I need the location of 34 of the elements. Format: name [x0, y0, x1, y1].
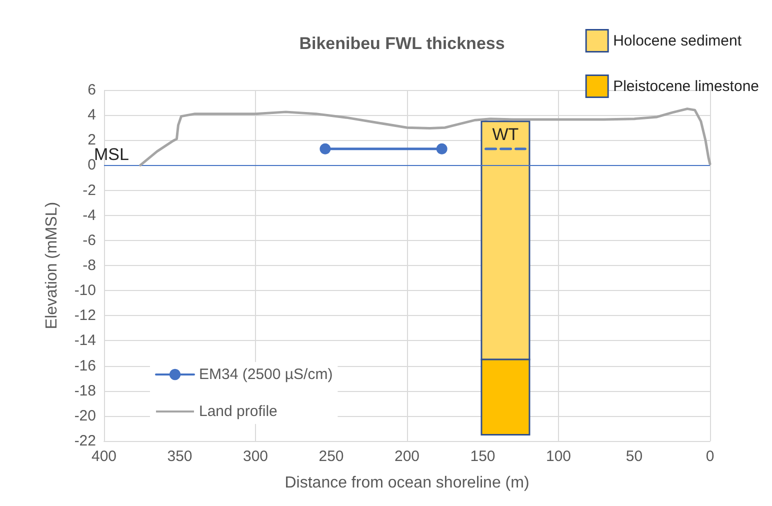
y-tick-label: -22	[74, 432, 96, 450]
legend-label: EM34 (2500 µS/cm)	[199, 366, 333, 383]
y-axis-title: Elevation (mMSL)	[44, 202, 60, 330]
y-tick-label: -18	[74, 382, 96, 400]
x-tick-label: 50	[626, 448, 643, 465]
x-tick-label: 0	[706, 448, 714, 465]
y-tick-label: -20	[74, 407, 96, 424]
y-tick-label: 2	[88, 132, 96, 149]
x-tick-label: 350	[167, 448, 192, 465]
y-tick-label: -14	[74, 332, 96, 350]
x-tick-label: 200	[394, 448, 420, 465]
y-tick-label: -2	[82, 182, 96, 199]
legend-label: Holocene sediment	[613, 32, 742, 50]
line-series	[139, 108, 712, 166]
legend-label: Land profile	[199, 403, 278, 420]
x-axis-title: Distance from ocean shoreline (m)	[284, 474, 530, 492]
y-tick-label: -8	[82, 257, 96, 274]
ref-line-label: MSL	[94, 145, 129, 164]
y-tick-label: -4	[82, 206, 96, 224]
chart-title: Bikenibeu FWL thickness	[299, 34, 505, 53]
x-tick-label: 400	[91, 448, 117, 465]
y-tick-label: 0	[88, 156, 96, 174]
y-tick-label: 4	[88, 106, 96, 124]
y-tick-label: -16	[74, 357, 96, 374]
series-label: WT	[492, 124, 519, 144]
x-tick-label: 300	[242, 448, 268, 465]
y-tick-label: -10	[74, 282, 96, 300]
x-tick-label: 100	[546, 448, 572, 465]
x-tick-label: 150	[470, 448, 496, 465]
legend-label: Pleistocene limestone	[613, 78, 760, 95]
x-tick-label: 250	[318, 448, 344, 465]
y-tick-label: -12	[74, 307, 96, 324]
y-tick-label: 6	[88, 82, 96, 98]
y-tick-label: -6	[82, 232, 96, 249]
